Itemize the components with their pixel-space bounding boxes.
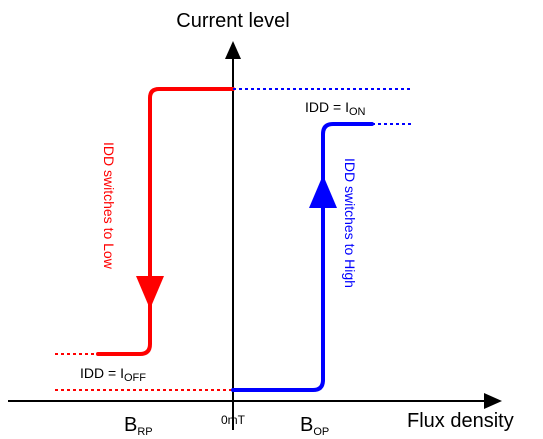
idd-on-sub: ON [349,106,366,118]
idd-off-sub: OFF [124,372,146,384]
idd-off-prefix: IDD = I [80,365,124,381]
y-axis-title: Current level [176,10,289,32]
idd-on-label: IDD = ION [305,99,366,118]
bop-sub: OP [313,426,329,438]
red-caption: IDD switches to Low [101,142,117,270]
origin-label: 0mT [221,413,246,427]
bop-label: BOP [300,414,329,438]
blue-up-arrowhead [309,175,337,208]
y-axis-arrowhead [225,41,241,59]
idd-on-prefix: IDD = I [305,99,349,115]
red-curve [96,87,235,356]
x-axis-title: Flux density [407,410,514,432]
brp-main: B [124,414,137,436]
bop-main: B [300,414,313,436]
x-axis-arrowhead [484,393,502,409]
brp-sub: RP [137,426,152,438]
idd-off-label: IDD = IOFF [80,365,146,384]
brp-label: BRP [124,414,153,438]
blue-caption: IDD switches to High [342,158,358,288]
blue-curve [231,122,374,392]
red-down-arrowhead [136,276,164,309]
